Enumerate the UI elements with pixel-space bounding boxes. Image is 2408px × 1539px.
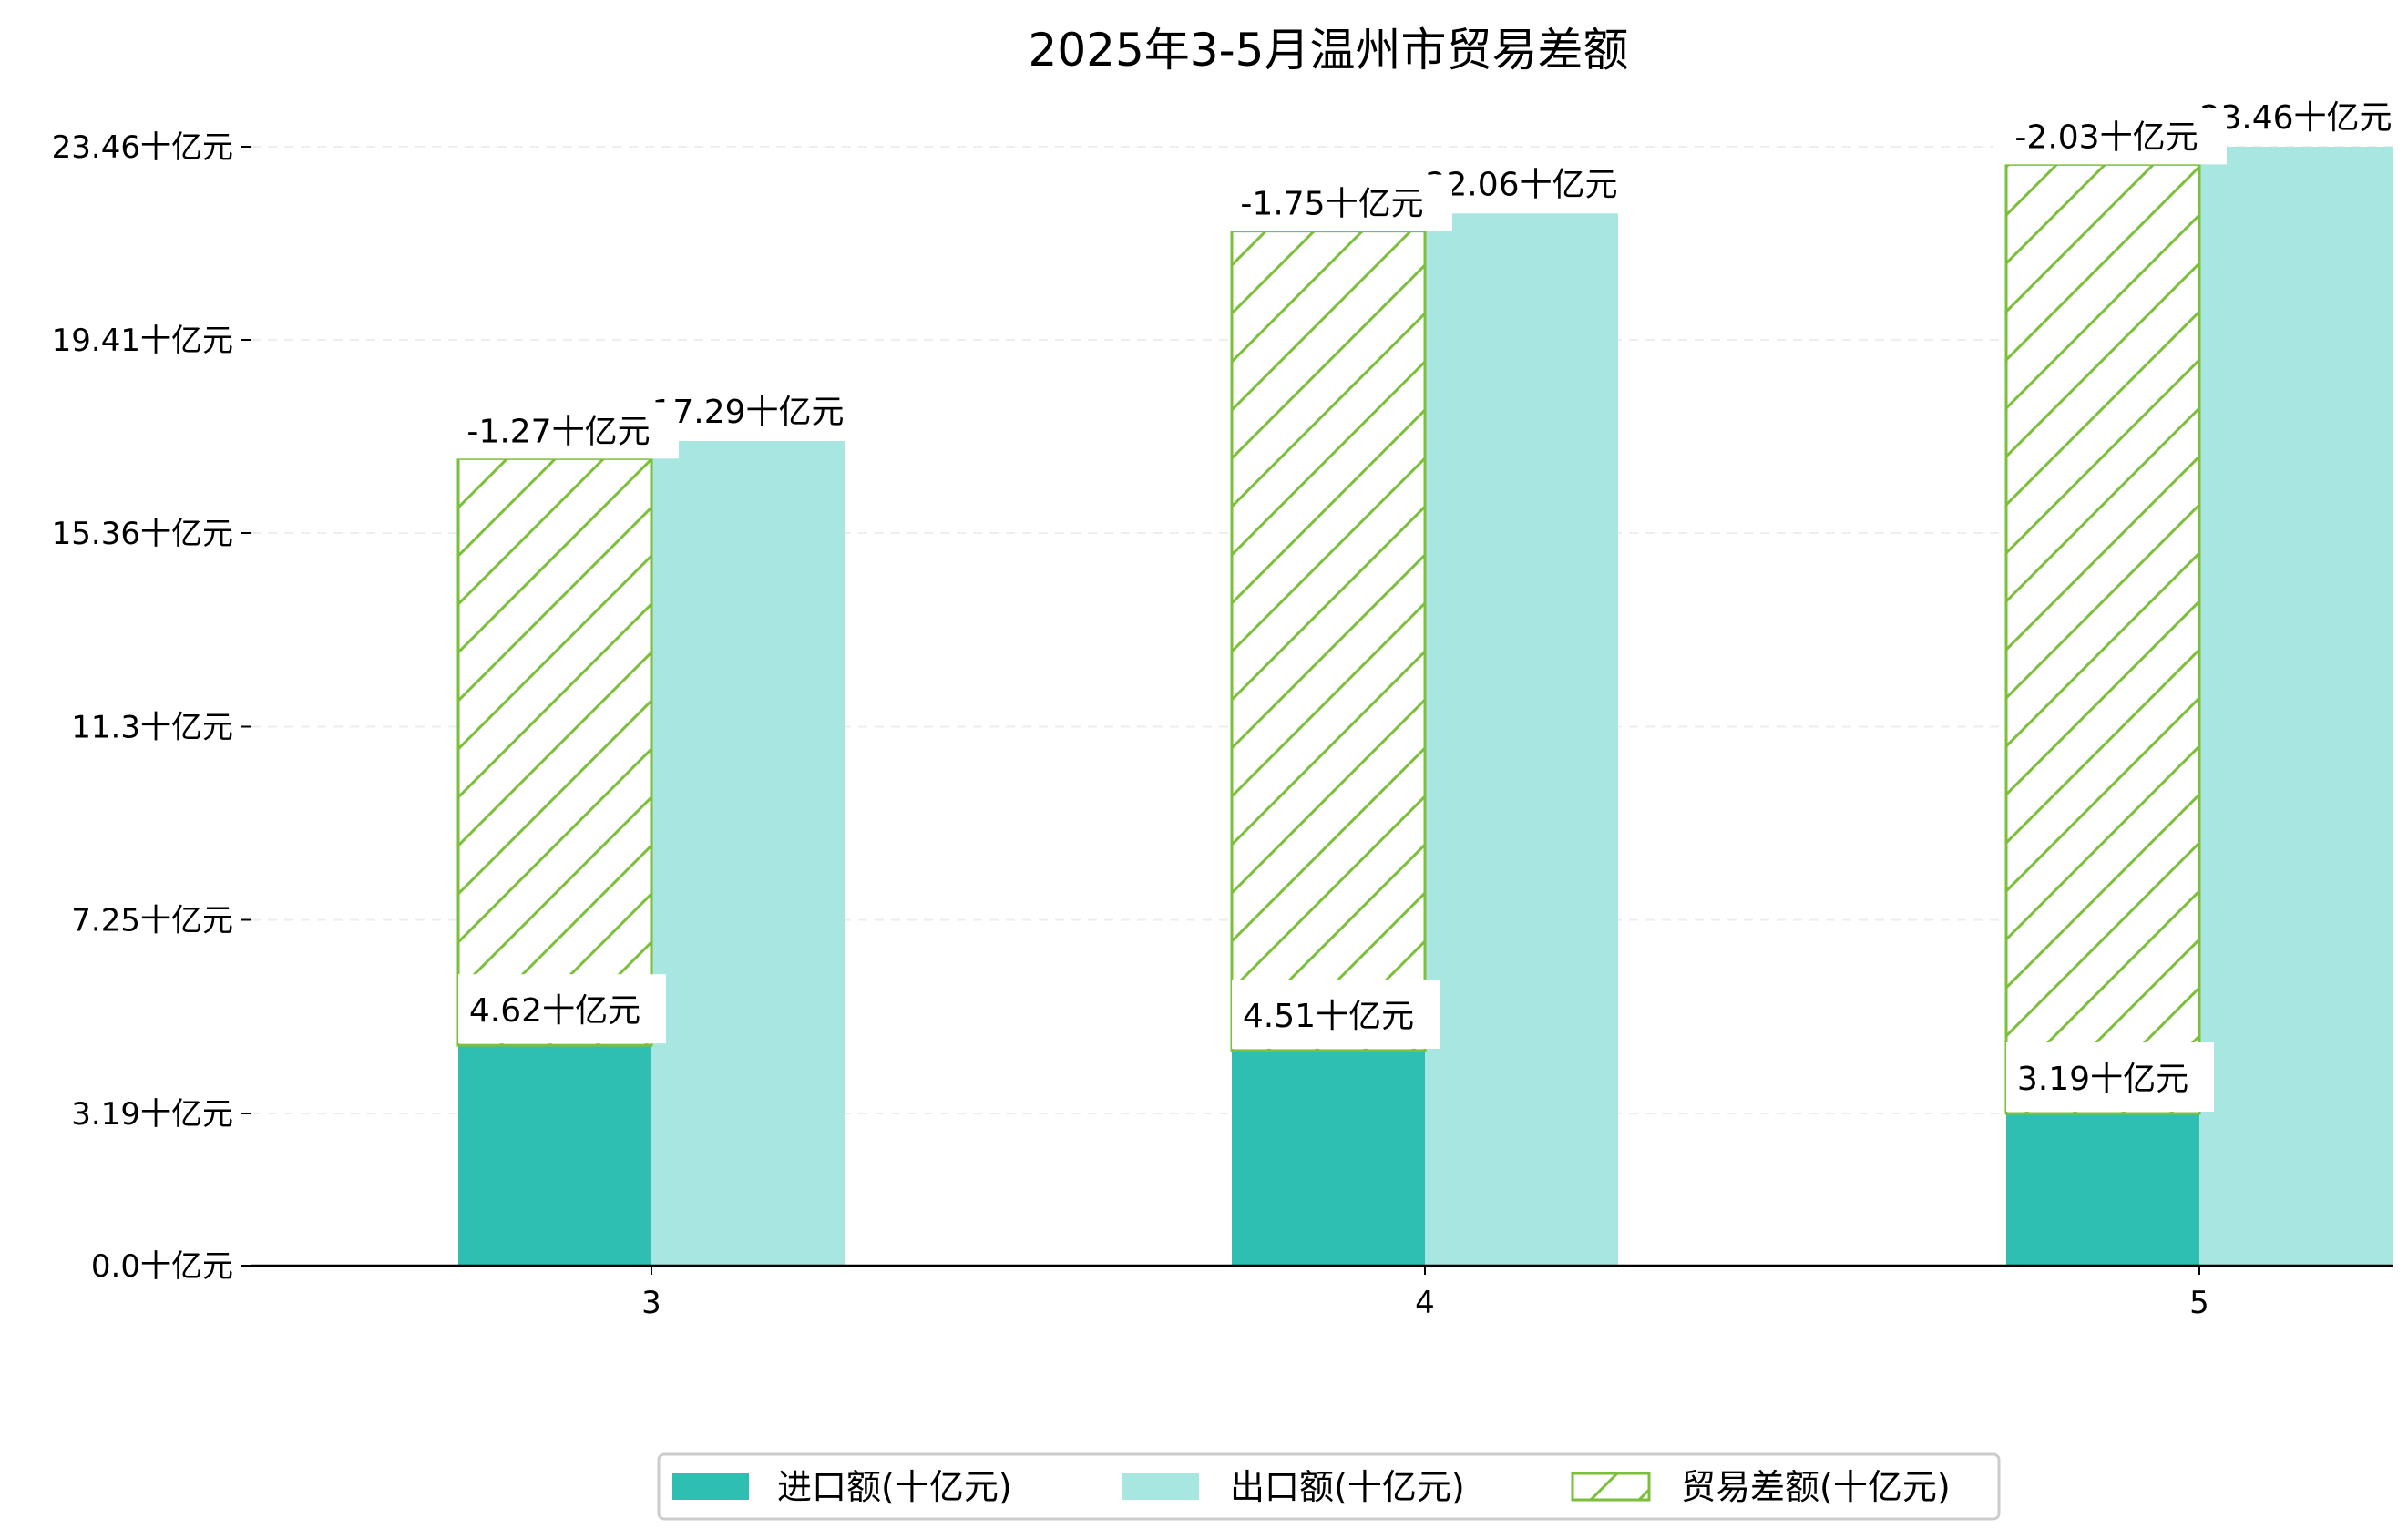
- export-bar: [1425, 213, 1618, 1266]
- import-bar: [2006, 1113, 2199, 1266]
- legend: 进口额(十亿元) 出口额(十亿元) 贸易差额(十亿元): [657, 1452, 2001, 1521]
- legend-swatch-balance: [1571, 1472, 1651, 1502]
- y-tick-label: 7.25十亿元: [71, 903, 233, 939]
- balance-value-label: -1.27十亿元: [466, 413, 650, 450]
- import-bar: [458, 1045, 651, 1266]
- export-value-label: 23.46十亿元: [2199, 99, 2392, 137]
- import-value-label: 4.62十亿元: [469, 992, 640, 1030]
- balance-label-bg: [1993, 108, 2227, 165]
- x-tick-label: 3: [641, 1285, 661, 1321]
- y-tick-label: 3.19十亿元: [71, 1096, 233, 1133]
- export-bar: [2199, 147, 2393, 1266]
- legend-swatch-import: [672, 1473, 749, 1500]
- balance-label-bg: [445, 402, 679, 459]
- x-tick-label: 4: [1415, 1285, 1435, 1321]
- balance-bar: [2004, 162, 2201, 1115]
- legend-label-export: 出口额(十亿元): [1230, 1467, 1465, 1507]
- legend-box: [657, 1452, 2001, 1521]
- y-tick-label: 19.41十亿元: [52, 323, 233, 359]
- x-tick-label: 5: [2189, 1285, 2209, 1321]
- balance-value-label: -2.03十亿元: [2014, 118, 2198, 156]
- balance-value-label: -1.75十亿元: [1240, 186, 1423, 223]
- balance-bar: [456, 457, 653, 1047]
- legend-label-import: 进口额(十亿元): [777, 1467, 1012, 1507]
- y-tick-label: 0.0十亿元: [91, 1248, 233, 1285]
- import-value-label: 3.19十亿元: [2017, 1061, 2188, 1098]
- balance-bar: [1230, 230, 1427, 1052]
- import-label-bg: [458, 974, 666, 1044]
- y-tick-label: 11.3十亿元: [71, 710, 233, 746]
- chart-title: 2025年3-5月温州市贸易差额: [1029, 24, 1629, 77]
- y-tick-label: 15.36十亿元: [52, 516, 233, 552]
- import-label-bg: [1232, 979, 1440, 1049]
- export-value-label: 17.29十亿元: [651, 394, 844, 431]
- legend-label-balance: 贸易差额(十亿元): [1681, 1467, 1951, 1507]
- export-bar: [651, 440, 845, 1266]
- import-bar: [1232, 1050, 1425, 1266]
- balance-label-bg: [1218, 174, 1452, 231]
- import-value-label: 4.51十亿元: [1243, 998, 1414, 1035]
- export-value-label: 22.06十亿元: [1425, 166, 1617, 203]
- y-tick-label: 23.46十亿元: [52, 129, 233, 166]
- legend-swatch-export: [1122, 1473, 1199, 1500]
- import-label-bg: [2006, 1042, 2214, 1113]
